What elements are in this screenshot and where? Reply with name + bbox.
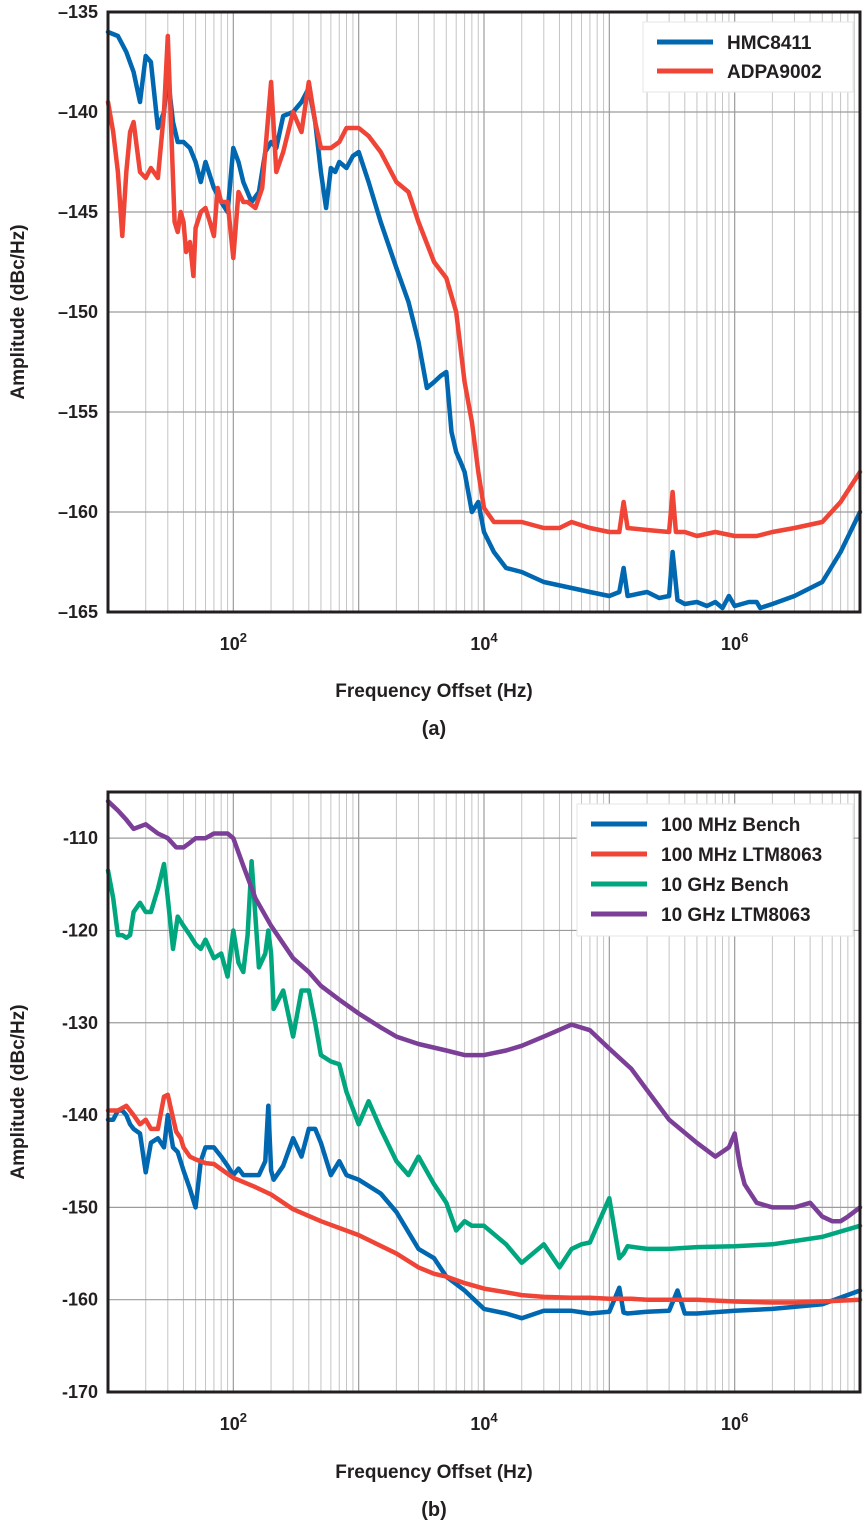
y-tick-labels: -110 -120 -130 -140 -150 -160 -170: [62, 828, 98, 1402]
legend-box: [642, 21, 854, 93]
y-tick-labels: –135 –140 –145 –150 –155 –160 –165: [58, 2, 98, 622]
series-line-hmc8411: [105, 29, 863, 611]
y-tick-label: –165: [58, 602, 98, 622]
y-tick-label: -120: [62, 920, 98, 940]
series-line-100-mhz-bench: [105, 1103, 863, 1321]
y-tick-label: -160: [62, 1290, 98, 1310]
y-tick-label: -130: [62, 1013, 98, 1033]
x-tick-labels: 102 104 106: [220, 1410, 749, 1434]
x-tick-label: 106: [721, 630, 748, 654]
legend: HMC8411 ADPA9002: [642, 21, 854, 93]
y-tick-label: -170: [62, 1382, 98, 1402]
series-lines: [105, 29, 863, 611]
series-line-100-mhz-ltm8063: [105, 1092, 863, 1305]
series-lines: [105, 798, 863, 1321]
chart-panel-a: –135 –140 –145 –150 –155 –160 –165 102 104 106 Fre…: [8, 2, 863, 740]
y-tick-label: -150: [62, 1197, 98, 1217]
y-gridlines: [108, 111, 860, 513]
y-tick-label: –155: [58, 402, 98, 422]
x-tick-label: 102: [220, 630, 247, 654]
legend-label: HMC8411: [727, 33, 812, 54]
panel-label: (b): [421, 1499, 447, 1521]
x-gridlines: [145, 792, 855, 1392]
plot-frame: [106, 790, 862, 1394]
x-tick-label: 102: [220, 1410, 247, 1434]
y-tick-label: –145: [58, 202, 98, 222]
panel-label: (a): [422, 718, 446, 740]
legend-label: 100 MHz Bench: [661, 815, 800, 836]
chart-panel-b: -110 -120 -130 -140 -150 -160 -170 102 104 106 Fre…: [8, 790, 863, 1521]
x-tick-label: 106: [721, 1410, 748, 1434]
series-line-10-ghz-ltm8063: [105, 798, 863, 1224]
legend-label: 10 GHz Bench: [661, 875, 789, 896]
y-tick-label: –160: [58, 502, 98, 522]
x-tick-label: 104: [470, 630, 498, 654]
x-axis-title: Frequency Offset (Hz): [335, 681, 532, 702]
x-axis-title: Frequency Offset (Hz): [335, 1462, 532, 1483]
series-line-10-ghz-bench: [105, 858, 863, 1270]
x-tick-labels: 102 104 106: [220, 630, 749, 654]
x-tick-label: 104: [470, 1410, 498, 1434]
y-tick-label: –135: [58, 2, 98, 22]
plot-frame: [106, 10, 862, 614]
legend-label: 100 MHz LTM8063: [661, 845, 822, 866]
y-tick-label: –140: [58, 102, 98, 122]
y-axis-title: Amplitude (dBc/Hz): [8, 1004, 29, 1179]
legend-label: 10 GHz LTM8063: [661, 905, 811, 926]
legend-label: ADPA9002: [727, 62, 822, 83]
y-tick-label: -140: [62, 1105, 98, 1125]
legend: 100 MHz Bench 100 MHz LTM8063 10 GHz Bench…: [576, 803, 854, 937]
y-axis-title: Amplitude (dBc/Hz): [8, 224, 29, 399]
series-line-adpa9002: [105, 33, 863, 539]
y-tick-label: –150: [58, 302, 98, 322]
y-tick-label: -110: [63, 828, 98, 848]
